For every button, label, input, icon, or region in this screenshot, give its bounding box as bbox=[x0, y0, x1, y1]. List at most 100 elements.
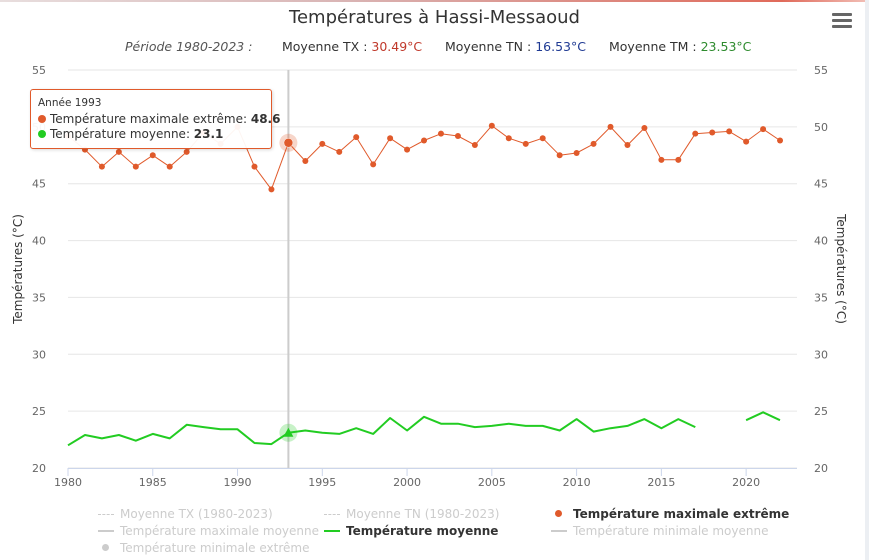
legend-line-icon bbox=[324, 530, 340, 532]
legend-label: Température minimale moyenne bbox=[573, 524, 769, 538]
mean-tn-stat: Moyenne TN : 16.53°C bbox=[445, 39, 586, 54]
data-point[interactable] bbox=[149, 152, 156, 159]
mean-tn-label: Moyenne TN : bbox=[445, 39, 536, 54]
data-point[interactable] bbox=[590, 140, 597, 147]
y-tick-label-right: 40 bbox=[814, 235, 828, 248]
y-tick-label-left: 40 bbox=[32, 235, 46, 248]
tooltip-row-max: Température maximale extrême: 48.6 bbox=[38, 112, 280, 126]
data-point[interactable] bbox=[336, 148, 343, 155]
data-point[interactable] bbox=[404, 146, 411, 153]
data-point[interactable] bbox=[743, 138, 750, 145]
data-point[interactable] bbox=[471, 142, 478, 149]
data-point[interactable] bbox=[641, 124, 648, 131]
x-tick-label: 1995 bbox=[308, 476, 336, 489]
y-tick-label-right: 45 bbox=[814, 178, 828, 191]
data-point[interactable] bbox=[268, 186, 275, 193]
data-point[interactable] bbox=[183, 148, 190, 155]
tooltip-max-label: Température maximale extrême: bbox=[50, 112, 251, 126]
mean-tm-value: 23.53°C bbox=[700, 39, 752, 54]
y-tick-label-left: 30 bbox=[32, 348, 46, 361]
tooltip-mean-value: 23.1 bbox=[193, 127, 224, 141]
mean-tx-stat: Moyenne TX : 30.49°C bbox=[282, 39, 422, 54]
data-point[interactable] bbox=[132, 163, 139, 170]
chart-title: Températures à Hassi-Messaoud bbox=[289, 7, 580, 28]
chart-menu-icon[interactable] bbox=[832, 13, 852, 31]
tooltip-mean-label: Température moyenne: bbox=[50, 127, 194, 141]
y-tick-label-left: 20 bbox=[32, 462, 46, 475]
data-point[interactable] bbox=[488, 122, 495, 129]
data-point[interactable] bbox=[624, 142, 631, 149]
y-tick-label-right: 20 bbox=[814, 462, 828, 475]
tooltip-header: Année 1993 bbox=[38, 97, 102, 109]
data-point[interactable] bbox=[675, 156, 682, 163]
tooltip-max-value: 48.6 bbox=[250, 112, 281, 126]
tooltip-mean-dot-icon bbox=[38, 130, 46, 138]
series-line-mean[interactable] bbox=[67, 411, 781, 447]
data-point[interactable] bbox=[573, 150, 580, 157]
mean-tm-label: Moyenne TM : bbox=[609, 39, 701, 54]
y-tick-label-left: 55 bbox=[32, 64, 46, 77]
x-tick-label: 2020 bbox=[732, 476, 760, 489]
series-area[interactable] bbox=[65, 122, 784, 447]
page-scroll-edge bbox=[865, 0, 869, 560]
y-tick-label-left: 25 bbox=[32, 405, 46, 418]
x-tick-label: 1985 bbox=[139, 476, 167, 489]
mean-tx-value: 30.49°C bbox=[371, 39, 423, 54]
data-point[interactable] bbox=[437, 130, 444, 137]
y-tick-label-left: 45 bbox=[32, 178, 46, 191]
data-point[interactable] bbox=[539, 135, 546, 142]
data-point-hover[interactable] bbox=[283, 138, 294, 148]
data-point-hover-triangle-icon[interactable] bbox=[283, 427, 294, 437]
axes: 2020252530303535404045455050555519801985… bbox=[11, 64, 848, 489]
mean-tx-label: Moyenne TX : bbox=[282, 39, 372, 54]
legend-label: Température moyenne bbox=[346, 524, 499, 538]
data-point[interactable] bbox=[370, 161, 377, 168]
period-label: Période 1980-2023 : bbox=[125, 39, 253, 54]
data-point[interactable] bbox=[658, 156, 665, 163]
legend-dot-icon bbox=[555, 510, 562, 517]
legend-dash-icon bbox=[98, 514, 114, 515]
data-point[interactable] bbox=[777, 137, 784, 144]
tooltip: Année 1993 Température maximale extrême:… bbox=[30, 89, 280, 149]
data-point[interactable] bbox=[454, 132, 461, 139]
data-point[interactable] bbox=[302, 157, 309, 164]
y-tick-label-right: 25 bbox=[814, 405, 828, 418]
data-point[interactable] bbox=[709, 129, 716, 136]
legend-dash-icon bbox=[324, 514, 340, 515]
data-point[interactable] bbox=[726, 128, 733, 135]
x-tick-label: 1990 bbox=[224, 476, 252, 489]
mean-tn-value: 16.53°C bbox=[535, 39, 586, 54]
legend-line-icon bbox=[551, 530, 567, 532]
y-tick-label-right: 35 bbox=[814, 291, 828, 304]
data-point[interactable] bbox=[166, 163, 173, 170]
x-tick-label: 2015 bbox=[647, 476, 675, 489]
x-tick-label: 1980 bbox=[54, 476, 82, 489]
y-tick-label-left: 35 bbox=[32, 291, 46, 304]
data-point[interactable] bbox=[387, 135, 394, 142]
legend-label: Température maximale extrême bbox=[573, 507, 790, 521]
data-point[interactable] bbox=[760, 126, 767, 133]
data-point[interactable] bbox=[319, 140, 326, 147]
tooltip-max-dot-icon bbox=[38, 115, 46, 123]
data-point[interactable] bbox=[692, 130, 699, 137]
legend-label: Moyenne TX (1980-2023) bbox=[120, 507, 273, 521]
data-point[interactable] bbox=[98, 163, 105, 170]
mean-tm-stat: Moyenne TM : 23.53°C bbox=[609, 39, 751, 54]
x-tick-label: 2000 bbox=[393, 476, 421, 489]
y-axis-title-left: Températures (°C) bbox=[11, 214, 25, 325]
data-point[interactable] bbox=[421, 137, 428, 144]
x-tick-label: 2005 bbox=[478, 476, 506, 489]
legend-label: Température minimale extrême bbox=[120, 541, 310, 555]
data-point[interactable] bbox=[115, 148, 122, 155]
data-point[interactable] bbox=[607, 123, 614, 130]
y-tick-label-right: 55 bbox=[814, 64, 828, 77]
tooltip-row-mean: Température moyenne: 23.1 bbox=[38, 127, 223, 141]
data-point[interactable] bbox=[251, 163, 258, 170]
data-point[interactable] bbox=[522, 140, 529, 147]
data-point[interactable] bbox=[556, 152, 563, 159]
legend-line-icon bbox=[98, 530, 114, 532]
y-tick-label-right: 30 bbox=[814, 348, 828, 361]
data-point[interactable] bbox=[353, 134, 360, 141]
data-point[interactable] bbox=[505, 135, 512, 142]
